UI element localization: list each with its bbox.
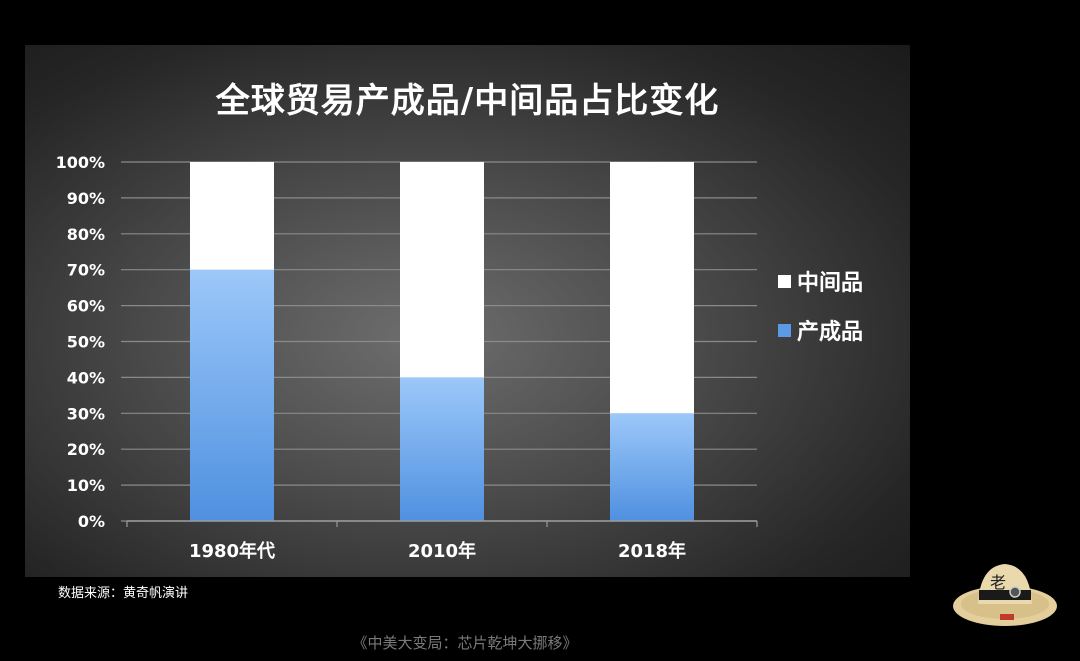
bar-intermediate bbox=[190, 162, 274, 270]
y-tick-label: 50% bbox=[67, 333, 105, 352]
chart-svg: 0% 10% 20% 30% 40% 50% 60% 70% 80% 90% 100% 1980年代 2… bbox=[56, 153, 863, 562]
y-tick-label: 40% bbox=[67, 368, 105, 387]
x-tick-label: 1980年代 bbox=[189, 540, 275, 562]
legend-label: 中间品 bbox=[797, 271, 863, 296]
video-caption: 《中美大变局：芯片乾坤大挪移》 bbox=[352, 634, 578, 652]
source-note: 数据来源：黄奇帆演讲 bbox=[58, 586, 189, 601]
legend-label: 产成品 bbox=[797, 320, 863, 345]
chart-slide: 全球贸易产成品/中间品占比变化 0% 10% 20% 30% 40% 50% 60% 70% 8… bbox=[25, 45, 910, 577]
bar-intermediate bbox=[610, 162, 694, 414]
bar-intermediate bbox=[400, 162, 484, 378]
y-tick-label: 60% bbox=[67, 297, 105, 316]
bar-product bbox=[400, 377, 484, 521]
y-tick-label: 30% bbox=[67, 404, 105, 423]
y-tick-label: 0% bbox=[78, 512, 105, 531]
legend-swatch bbox=[778, 275, 791, 288]
y-tick-label: 70% bbox=[67, 261, 105, 280]
x-tick-label: 2018年 bbox=[618, 540, 686, 562]
watermark-text: 老 bbox=[990, 573, 1006, 592]
legend-swatch bbox=[778, 324, 791, 337]
straw-hat-logo-icon: 老 bbox=[953, 564, 1057, 626]
y-tick-label: 20% bbox=[67, 440, 105, 459]
y-tick-label: 10% bbox=[67, 476, 105, 495]
bar-product bbox=[610, 413, 694, 521]
y-tick-label: 90% bbox=[67, 189, 105, 208]
bar-product bbox=[190, 269, 274, 521]
chart-title: 全球贸易产成品/中间品占比变化 bbox=[215, 81, 720, 121]
x-tick-label: 2010年 bbox=[408, 540, 476, 562]
y-tick-label: 80% bbox=[67, 225, 105, 244]
y-tick-label: 100% bbox=[56, 153, 105, 172]
